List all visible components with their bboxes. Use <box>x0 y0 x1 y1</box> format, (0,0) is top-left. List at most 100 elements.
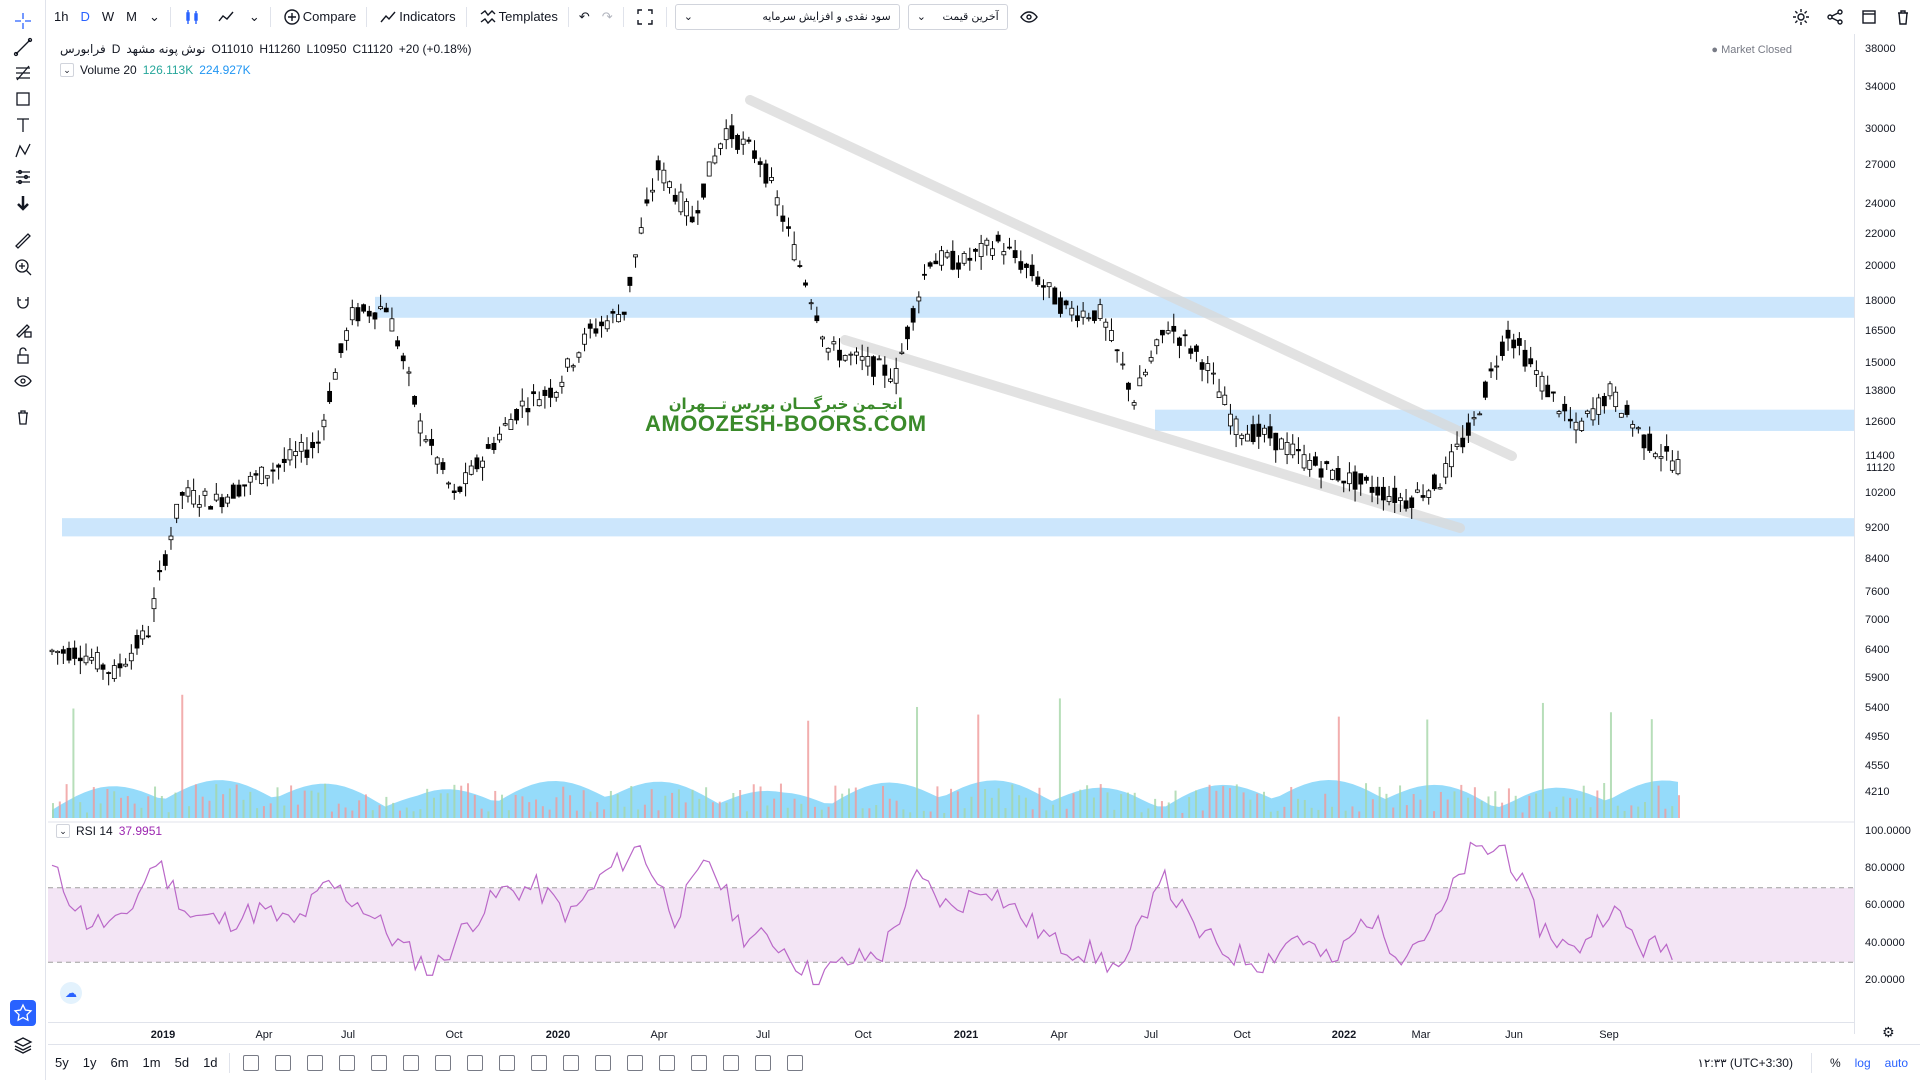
range-5y[interactable]: 5y <box>55 1055 69 1070</box>
ruler-icon[interactable] <box>10 228 36 254</box>
interval-m[interactable]: M <box>126 9 137 24</box>
support-resistance-zone[interactable] <box>62 518 1854 537</box>
candle-body <box>610 311 616 314</box>
delete-icon[interactable] <box>1886 4 1920 30</box>
volume-bar <box>1303 799 1306 818</box>
range-1y[interactable]: 1y <box>82 1055 97 1070</box>
support-resistance-zone[interactable] <box>375 296 1854 318</box>
range-1d[interactable]: 1d <box>203 1055 218 1070</box>
channel-upper-line[interactable] <box>745 95 1517 461</box>
volume-bar <box>1365 783 1368 818</box>
volume-bar <box>1147 808 1150 818</box>
xabcd-icon[interactable] <box>594 1054 611 1071</box>
fib-icon[interactable] <box>10 60 36 86</box>
favorites-star-icon[interactable] <box>10 1000 36 1026</box>
path-tool-icon[interactable] <box>498 1054 515 1071</box>
volume-bar <box>99 803 102 818</box>
percent-toggle[interactable]: % <box>1829 1055 1841 1070</box>
chart-type-candles-icon[interactable] <box>175 4 209 30</box>
indicators-button[interactable]: Indicators <box>371 4 461 30</box>
volume-bar <box>52 803 54 818</box>
hline-tool-icon[interactable] <box>274 1054 291 1071</box>
collapse-chevron-icon[interactable]: ⌄ <box>60 63 74 77</box>
node-icon[interactable] <box>786 1054 803 1071</box>
templates-button[interactable]: Templates <box>471 4 564 30</box>
timezone-clock[interactable]: ۱۲:۳۳ (UTC+3:30) <box>1697 1055 1793 1070</box>
snapshot-icon[interactable] <box>1852 4 1886 30</box>
hray-tool-icon[interactable] <box>434 1054 451 1071</box>
price-source-select[interactable]: ⌄ آخرین قیمت <box>907 3 1008 30</box>
zoom-in-icon[interactable] <box>10 254 36 280</box>
eye-icon[interactable] <box>1012 4 1046 30</box>
top-toolbar: 1h D W M ⌄ ⌄ Compare Indicators Template… <box>48 0 1920 33</box>
layers-icon[interactable] <box>10 1032 36 1058</box>
candle-body <box>1528 358 1534 365</box>
cloud-icon[interactable]: ☁ <box>60 982 82 1004</box>
brush-icon[interactable] <box>754 1054 771 1071</box>
unlock-icon[interactable] <box>10 342 36 368</box>
auto-toggle[interactable]: auto <box>1884 1055 1908 1070</box>
redo-icon[interactable]: ↷ <box>601 8 613 24</box>
volume-bar <box>1133 792 1136 818</box>
text-tool-icon[interactable] <box>242 1054 259 1071</box>
support-resistance-zone[interactable] <box>1155 409 1854 431</box>
trash-icon[interactable] <box>10 404 36 430</box>
dividends-select[interactable]: ⌄ سود نقدی و افزایش سرمایه <box>674 3 900 30</box>
cross-tool-icon[interactable] <box>466 1054 483 1071</box>
crosshair-icon[interactable] <box>10 8 36 34</box>
arrow-tool-icon[interactable] <box>530 1054 547 1071</box>
range-5d[interactable]: 5d <box>174 1055 190 1070</box>
channel-tool-icon[interactable] <box>306 1054 323 1071</box>
text-icon[interactable] <box>10 112 36 138</box>
settings-gear-icon[interactable] <box>1784 4 1818 30</box>
channel-lower-line[interactable] <box>840 335 1465 533</box>
abc-icon[interactable] <box>690 1054 707 1071</box>
compare-button[interactable]: Compare <box>275 4 362 30</box>
volume-bar <box>262 806 265 818</box>
interval-d[interactable]: D <box>80 9 90 24</box>
fib-tool-icon[interactable] <box>722 1054 739 1071</box>
arrow-down-icon[interactable] <box>10 190 36 216</box>
collapse-chevron-icon[interactable]: ⌄ <box>56 824 70 838</box>
callout-tool-icon[interactable] <box>402 1054 419 1071</box>
log-toggle[interactable]: log <box>1854 1055 1871 1070</box>
share-icon[interactable] <box>1818 4 1852 30</box>
price-axis[interactable]: 38000 34000 30000 27000 24000 22000 20000 18000… <box>1854 34 1920 1034</box>
extended-line-icon[interactable] <box>562 1054 579 1071</box>
volume-bar <box>1535 793 1538 818</box>
time-axis[interactable]: 2019 Apr Jul Oct 2020 Apr Jul Oct 2021 Apr Jul Oct 2… <box>48 1022 1854 1044</box>
pattern-icon[interactable] <box>10 138 36 164</box>
abcd-icon[interactable] <box>658 1054 675 1071</box>
range-6m[interactable]: 6m <box>110 1055 129 1070</box>
elliott-icon[interactable] <box>626 1054 643 1071</box>
volume-bar <box>847 788 850 818</box>
candle-body <box>451 490 457 493</box>
ray-tool-icon[interactable] <box>370 1054 387 1071</box>
fullscreen-icon[interactable] <box>628 4 662 30</box>
eye-icon[interactable] <box>10 368 36 394</box>
symbol-name[interactable]: نوش پونه مشهد <box>126 42 206 56</box>
forecast-icon[interactable] <box>10 164 36 190</box>
rect-tool-icon[interactable] <box>338 1054 355 1071</box>
candle-body <box>650 189 655 193</box>
volume-bar <box>160 795 163 818</box>
volume-bar <box>1201 810 1204 818</box>
candle-body <box>1573 421 1579 431</box>
candle-body <box>1041 285 1046 288</box>
chart-type-chevron-down-icon[interactable]: ⌄ <box>248 8 260 24</box>
trendline-icon[interactable] <box>10 34 36 60</box>
candle-body <box>1256 423 1262 437</box>
volume-bar <box>1630 805 1633 818</box>
magnet-icon[interactable] <box>10 290 36 316</box>
lock-drawing-icon[interactable] <box>10 316 36 342</box>
interval-w[interactable]: W <box>101 9 115 24</box>
axis-settings-gear-icon[interactable]: ⚙ <box>1882 1024 1895 1040</box>
interval-chevron-down-icon[interactable]: ⌄ <box>148 8 160 24</box>
candle-body <box>876 358 882 361</box>
interval-1h[interactable]: 1h <box>54 9 69 24</box>
range-1m[interactable]: 1m <box>142 1055 161 1070</box>
chart-canvas[interactable] <box>0 0 1854 1044</box>
rectangle-icon[interactable] <box>10 86 36 112</box>
line-chart-icon[interactable] <box>209 4 243 30</box>
undo-icon[interactable]: ↶ <box>578 8 590 24</box>
